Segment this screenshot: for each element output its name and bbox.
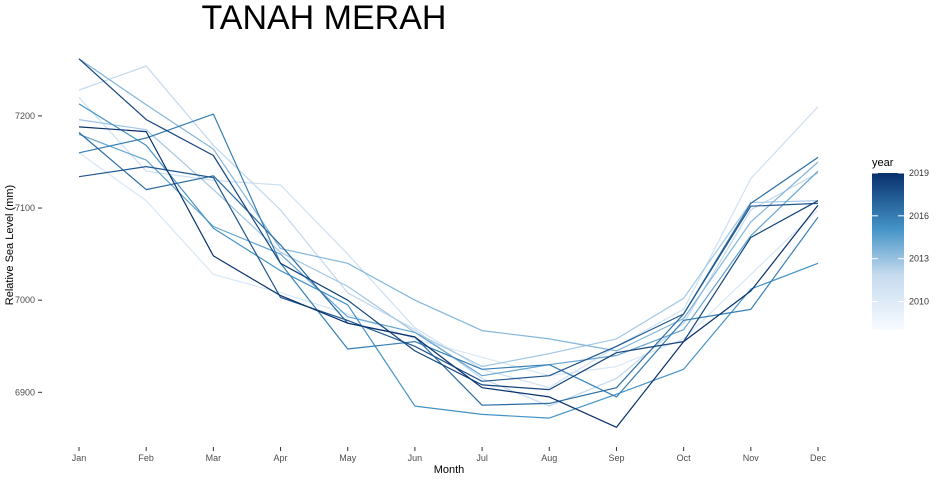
series-line-2013 bbox=[78, 133, 819, 377]
legend-tick-label: 2019 bbox=[909, 168, 929, 178]
x-axis: Jan Feb Mar Apr May Jun Jul Aug Sep Oct Nov Dec bbox=[72, 447, 827, 463]
x-tick-label: May bbox=[339, 453, 357, 463]
legend-tick-label: 2013 bbox=[909, 254, 929, 264]
y-tick-label: 7100 bbox=[15, 203, 35, 213]
x-tick-label: Sep bbox=[608, 453, 624, 463]
legend-title: year bbox=[872, 157, 894, 169]
x-tick-label: Apr bbox=[274, 453, 288, 463]
color-legend: year 2010 2013 2016 2019 bbox=[872, 157, 929, 330]
y-tick-label: 6900 bbox=[15, 387, 35, 397]
series-line-2012 bbox=[78, 58, 819, 352]
legend-tick-label: 2016 bbox=[909, 211, 929, 221]
series-line-2017 bbox=[78, 166, 819, 382]
y-axis: 6900 7000 7100 7200 bbox=[15, 111, 42, 397]
x-tick-label: Oct bbox=[677, 453, 692, 463]
chart-title: TANAH MERAH bbox=[202, 0, 447, 37]
legend-tick-label: 2010 bbox=[909, 296, 929, 306]
x-tick-label: Jul bbox=[476, 453, 488, 463]
legend-ticks: 2010 2013 2016 2019 bbox=[872, 168, 929, 306]
series-lines bbox=[78, 58, 819, 428]
legend-colorbar bbox=[872, 173, 904, 330]
series-line-2018 bbox=[78, 58, 819, 391]
x-tick-label: Aug bbox=[541, 453, 557, 463]
x-tick-label: Jan bbox=[72, 453, 87, 463]
series-line-2015 bbox=[78, 113, 819, 398]
y-tick-label: 7000 bbox=[15, 295, 35, 305]
series-line-2014 bbox=[78, 103, 819, 419]
x-tick-label: Nov bbox=[743, 453, 760, 463]
y-axis-title: Relative Sea Level (mm) bbox=[4, 185, 16, 305]
x-tick-label: Dec bbox=[810, 453, 827, 463]
series-line-2009 bbox=[78, 97, 819, 389]
x-tick-label: Jun bbox=[408, 453, 423, 463]
x-tick-label: Feb bbox=[138, 453, 154, 463]
y-tick-label: 7200 bbox=[15, 111, 35, 121]
series-line-2019 bbox=[78, 126, 819, 428]
x-axis-title: Month bbox=[434, 464, 465, 476]
x-tick-label: Mar bbox=[206, 453, 222, 463]
series-line-2011 bbox=[78, 119, 819, 368]
